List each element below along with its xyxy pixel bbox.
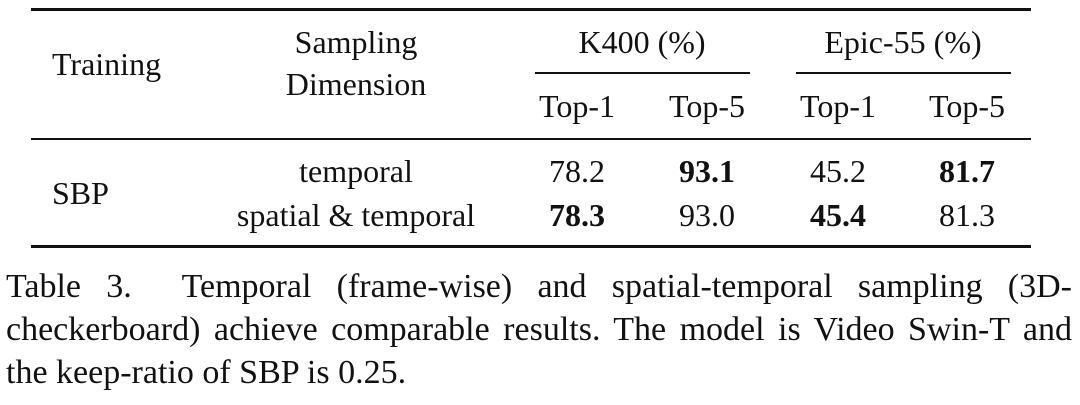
row2-k400-top1: 78.3 bbox=[549, 197, 605, 233]
header-epic-group: Epic-55 (%) bbox=[824, 24, 982, 60]
row1-sampling: temporal bbox=[299, 153, 413, 189]
caption-label: Table 3. bbox=[6, 268, 132, 305]
training-value: SBP bbox=[52, 175, 109, 211]
row1-epic-top5: 81.7 bbox=[939, 153, 995, 189]
caption-text: Temporal (frame-wise) and spatial-tempor… bbox=[6, 268, 1072, 391]
header-epic-top5: Top-5 bbox=[929, 88, 1005, 124]
table-top-rule bbox=[31, 8, 1031, 11]
row1-k400-top5: 93.1 bbox=[679, 153, 735, 189]
header-k400-top1: Top-1 bbox=[539, 88, 615, 124]
row2-sampling: spatial & temporal bbox=[236, 197, 476, 233]
row2-epic-top1: 45.4 bbox=[810, 197, 866, 233]
header-training: Training bbox=[52, 46, 162, 82]
table-header-rule bbox=[31, 138, 1031, 140]
table-caption: Table 3. Temporal (frame-wise) and spati… bbox=[6, 265, 1072, 394]
epic-group-underline bbox=[796, 72, 1011, 74]
header-k400-group: K400 (%) bbox=[578, 24, 706, 60]
k400-group-underline bbox=[535, 72, 750, 74]
row2-epic-top5: 81.3 bbox=[939, 197, 995, 233]
row1-epic-top1: 45.2 bbox=[810, 153, 866, 189]
header-sampling-line1: Sampling bbox=[294, 24, 418, 60]
table-bottom-rule bbox=[31, 245, 1031, 248]
header-sampling-line2: Dimension bbox=[285, 66, 427, 102]
header-epic-top1: Top-1 bbox=[800, 88, 876, 124]
row2-k400-top5: 93.0 bbox=[679, 197, 735, 233]
row1-k400-top1: 78.2 bbox=[549, 153, 605, 189]
header-k400-top5: Top-5 bbox=[669, 88, 745, 124]
